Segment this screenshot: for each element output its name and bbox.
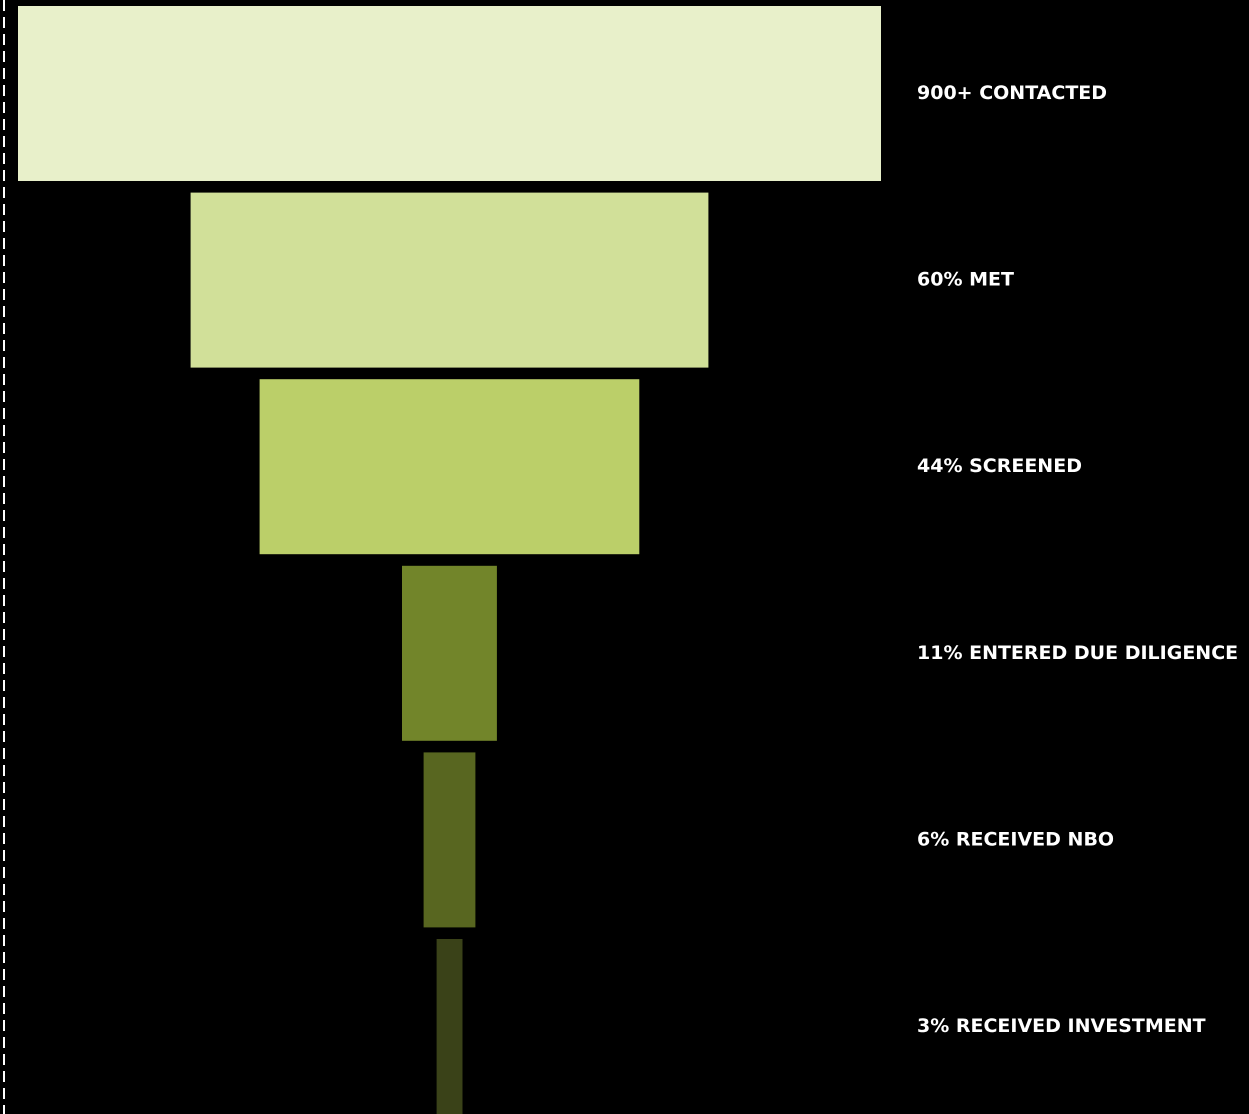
- funnel-label-5: 6% RECEIVED NBO: [917, 828, 1114, 850]
- funnel-label-3: 44% SCREENED: [917, 455, 1082, 477]
- funnel-bar-4: [402, 565, 497, 741]
- funnel-label-2: 60% MET: [917, 269, 1014, 291]
- funnel-labels: 900+ CONTACTED 60% MET 44% SCREENED 11% ENT…: [917, 82, 1238, 1037]
- funnel-bar-2: [190, 192, 709, 368]
- funnel-bar-5: [423, 752, 476, 928]
- funnel-label-4: 11% ENTERED DUE DILIGENCE: [917, 642, 1238, 664]
- funnel-label-6: 3% RECEIVED INVESTMENT: [917, 1015, 1206, 1037]
- funnel-bars: [18, 6, 881, 1114]
- funnel-bar-6: [436, 939, 463, 1114]
- funnel-bar-1: [18, 6, 881, 181]
- funnel-bar-3: [259, 379, 640, 555]
- funnel-label-1: 900+ CONTACTED: [917, 82, 1107, 104]
